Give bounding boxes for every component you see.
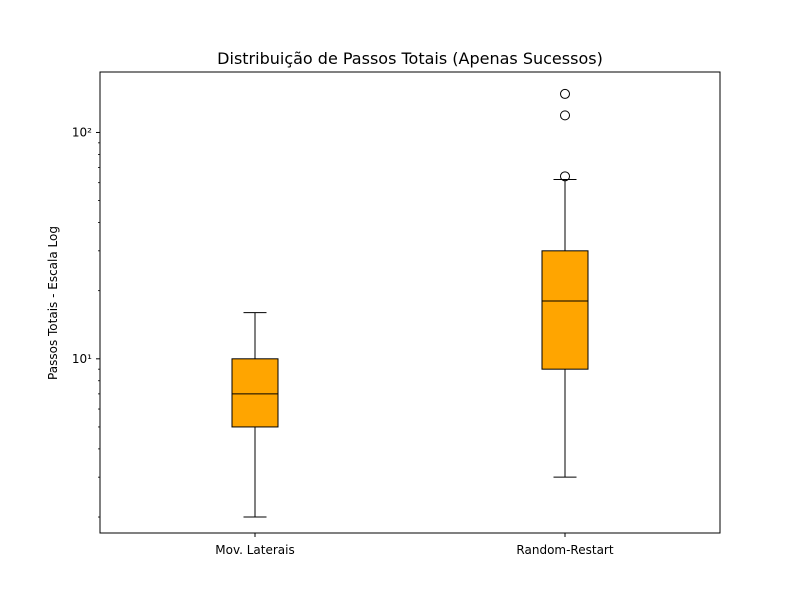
y-tick-label: 10¹ bbox=[72, 352, 92, 366]
x-tick-label: Mov. Laterais bbox=[215, 543, 295, 557]
outlier-point bbox=[560, 110, 570, 121]
plot-area: 10¹ 10² Mov. Laterais Random-Restart bbox=[72, 88, 614, 557]
chart-title: Distribuição de Passos Totais (Apenas Su… bbox=[217, 49, 603, 68]
outlier-point bbox=[560, 88, 570, 99]
y-tick-label: 10² bbox=[72, 125, 92, 139]
box-iqr bbox=[541, 250, 589, 370]
y-axis-label: Passos Totais - Escala Log bbox=[46, 226, 60, 380]
outlier-point bbox=[560, 171, 570, 182]
plot-frame bbox=[99, 71, 721, 534]
box-iqr bbox=[231, 358, 279, 428]
box-group bbox=[541, 88, 589, 478]
x-tick-label: Random-Restart bbox=[516, 543, 613, 557]
box-group bbox=[231, 312, 279, 518]
